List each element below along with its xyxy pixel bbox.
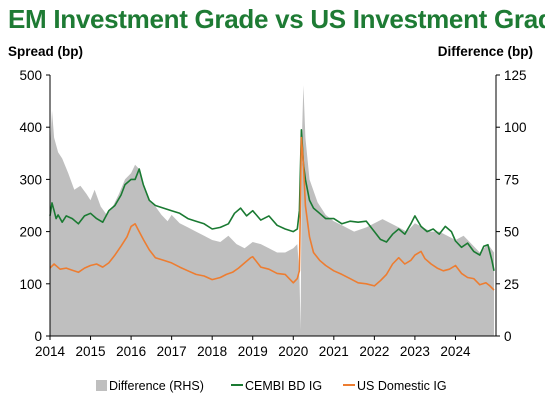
series-cembi-line xyxy=(49,129,495,271)
y-left-tick-label: 0 xyxy=(34,329,42,344)
chart-title: EM Investment Grade vs US Investment Gra… xyxy=(8,4,545,34)
legend-swatch-cembi xyxy=(231,384,243,386)
x-tick-label: 2024 xyxy=(440,344,471,359)
legend-label-difference: Difference (RHS) xyxy=(109,379,204,393)
legend-label-cembi: CEMBI BD IG xyxy=(245,379,323,393)
legend: Difference (RHS) CEMBI BD IG US Domestic… xyxy=(0,378,545,398)
y-axis-left-label: Spread (bp) xyxy=(8,44,84,59)
legend-swatch-difference xyxy=(96,380,107,391)
x-tick-label: 2021 xyxy=(319,344,349,359)
x-tick-label: 2017 xyxy=(157,344,187,359)
y-left-tick-label: 400 xyxy=(19,120,42,135)
x-tick-label: 2018 xyxy=(197,344,227,359)
y-right-tick-label: 0 xyxy=(504,329,512,344)
x-tick-label: 2015 xyxy=(76,344,106,359)
y-left-tick-label: 300 xyxy=(19,172,42,187)
x-tick-label: 2022 xyxy=(359,344,389,359)
chart-canvas: 0 100 200 300 400 500 0 25 50 75 100 125 2014 2015 201… xyxy=(19,68,527,359)
y-right-tick-label: 125 xyxy=(504,68,527,83)
series-us-line xyxy=(49,136,495,291)
y-axis-right-label: Difference (bp) xyxy=(437,44,533,59)
x-tick-label: 2020 xyxy=(278,344,308,359)
legend-swatch-us xyxy=(343,384,355,386)
legend-item-cembi: CEMBI BD IG xyxy=(231,378,322,394)
y-left-tick-label: 500 xyxy=(19,68,42,83)
y-left-tick-label: 200 xyxy=(19,225,42,240)
legend-item-difference: Difference (RHS) xyxy=(96,378,204,394)
y-right-tick-label: 50 xyxy=(504,225,519,240)
x-tick-label: 2019 xyxy=(238,344,268,359)
legend-label-us: US Domestic IG xyxy=(357,379,447,393)
y-right-tick-label: 25 xyxy=(504,277,519,292)
x-tick-label: 2016 xyxy=(116,344,146,359)
series-difference-area xyxy=(50,85,494,337)
x-tick-label: 2023 xyxy=(400,344,430,359)
x-tick-label: 2014 xyxy=(35,344,66,359)
y-right-tick-label: 100 xyxy=(504,120,527,135)
y-right-tick-label: 75 xyxy=(504,172,519,187)
y-left-tick-label: 100 xyxy=(19,277,42,292)
legend-item-us: US Domestic IG xyxy=(343,378,447,394)
